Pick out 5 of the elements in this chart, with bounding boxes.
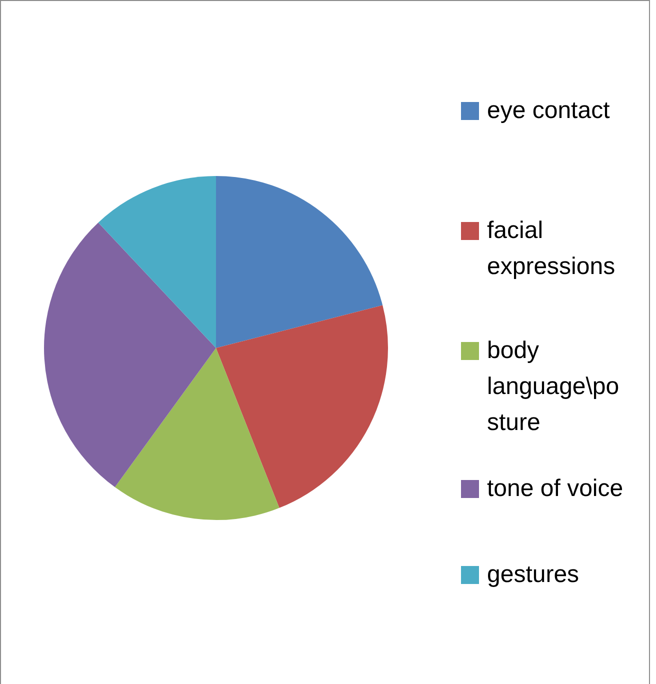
legend-label: eye contact (487, 96, 611, 126)
legend-label: gestures (487, 560, 580, 590)
legend-label: body language\posture (487, 336, 620, 438)
legend-label: tone of voice (487, 474, 624, 504)
legend-label: facial expressions (487, 216, 616, 282)
